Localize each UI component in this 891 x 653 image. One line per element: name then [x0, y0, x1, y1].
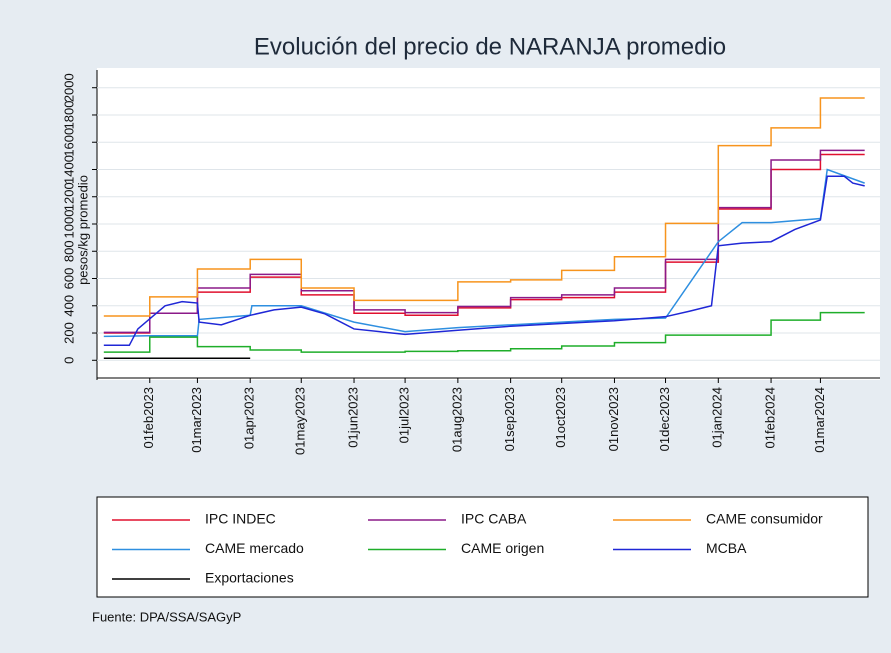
x-tick-label: 01nov2023: [606, 387, 621, 451]
y-tick-label: 1400: [61, 155, 76, 184]
y-tick-label: 800: [61, 240, 76, 262]
series-line: [103, 311, 865, 353]
y-tick-label: 1000: [61, 210, 76, 239]
x-tick-label: 01jun2023: [345, 387, 360, 448]
y-tick-label: 1600: [61, 128, 76, 157]
legend: [96, 496, 869, 598]
y-tick-label: 600: [61, 268, 76, 290]
legend-label: Exportaciones: [205, 570, 294, 586]
y-tick-label: 1200: [61, 182, 76, 211]
y-tick-label: 200: [61, 322, 76, 344]
x-tick-label: 01mar2023: [189, 387, 204, 453]
x-tick-label: 01jan2024: [710, 387, 725, 448]
x-tick-label: 01may2023: [293, 387, 308, 455]
legend-label: CAME consumidor: [706, 511, 823, 527]
y-tick-label: 400: [61, 295, 76, 317]
y-tick-label: 0: [61, 357, 76, 364]
y-axis-label: pesos/kg promedio: [75, 175, 90, 285]
series-line: [103, 149, 865, 334]
legend-label: IPC INDEC: [205, 511, 276, 527]
y-tick-label: 1800: [61, 101, 76, 130]
x-tick-label: 01sep2023: [502, 387, 517, 451]
legend-label: CAME mercado: [205, 540, 304, 556]
legend-label: MCBA: [706, 540, 747, 556]
x-tick-label: 01aug2023: [449, 387, 464, 452]
x-tick-label: 01jul2023: [397, 387, 412, 443]
x-tick-label: 01dec2023: [657, 387, 672, 451]
source-note: Fuente: DPA/SSA/SAGyP: [92, 609, 241, 624]
x-tick-label: 01mar2024: [812, 387, 827, 453]
chart-title: Evolución del precio de NARANJA promedio: [254, 33, 726, 60]
legend-label: IPC CABA: [461, 511, 527, 527]
series-line: [103, 153, 865, 334]
series-line: [103, 168, 865, 338]
x-tick-label: 01feb2024: [762, 387, 777, 448]
legend-label: CAME origen: [461, 540, 544, 556]
y-tick-label: 2000: [61, 73, 76, 102]
x-tick-label: 01oct2023: [553, 387, 568, 448]
series-line: [103, 97, 865, 317]
x-tick-label: 01feb2023: [141, 387, 156, 448]
series-line: [103, 175, 865, 347]
x-tick-label: 01apr2023: [242, 387, 257, 449]
